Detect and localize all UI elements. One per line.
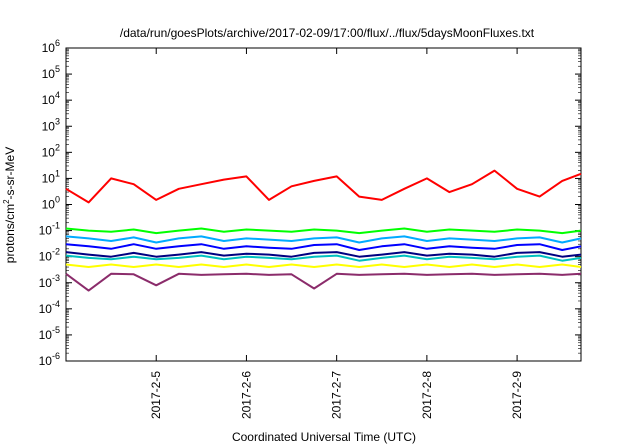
y-tick-base: 10 <box>42 67 56 81</box>
plot-frame <box>65 47 582 362</box>
y-tick-base: 10 <box>42 119 56 133</box>
y-tick-base: 10 <box>42 198 56 212</box>
y-tick-base: 10 <box>39 328 53 342</box>
x-axis-label: Coordinated Universal Time (UTC) <box>232 430 416 444</box>
y-tick-exponent: 5 <box>55 64 60 74</box>
y-tick-exponent: 2 <box>55 142 60 152</box>
y-tick-exponent: -1 <box>52 221 60 231</box>
x-tick-label: 2017-2-7 <box>330 371 344 419</box>
chart-title: /data/run/goesPlots/archive/2017-02-09/1… <box>120 26 535 40</box>
y-tick-label: 10-6 <box>39 351 60 368</box>
y-tick-exponent: 1 <box>55 168 60 178</box>
series-line-7 <box>65 263 582 268</box>
y-axis-label-part2: -s-sr-MeV <box>3 147 17 200</box>
y-tick-label: 100 <box>42 195 60 212</box>
y-tick-exponent: 3 <box>55 116 60 126</box>
series-line-6 <box>65 254 582 262</box>
y-tick-label: 10-5 <box>39 325 60 342</box>
y-tick-base: 10 <box>39 276 53 290</box>
y-tick-label: 101 <box>42 168 60 185</box>
y-tick-base: 10 <box>42 93 56 107</box>
y-tick-base: 10 <box>42 171 56 185</box>
y-tick-exponent: 0 <box>55 195 60 205</box>
series-line-3 <box>65 235 582 244</box>
y-axis-label-sup: 2 <box>2 199 11 204</box>
series-line-5 <box>65 251 582 258</box>
y-tick-label: 10-2 <box>39 247 60 264</box>
y-axis-label: protons/cm2-s-sr-MeV <box>2 147 17 263</box>
series-line-8 <box>65 272 582 292</box>
y-tick-label: 10-4 <box>39 299 60 316</box>
x-tick-label: 2017-2-8 <box>420 371 434 419</box>
y-tick-exponent: -5 <box>52 325 60 335</box>
y-tick-base: 10 <box>42 41 56 55</box>
y-tick-label: 10-1 <box>39 221 60 238</box>
y-tick-base: 10 <box>39 224 53 238</box>
y-tick-exponent: -4 <box>52 299 60 309</box>
series-line-4 <box>65 243 582 251</box>
y-axis-label-part1: protons/cm <box>3 204 17 263</box>
y-tick-base: 10 <box>39 354 53 368</box>
x-tick-labels: 2017-2-5 2017-2-6 2017-2-7 2017-2-8 2017-2-9 <box>149 371 524 419</box>
y-tick-exponent: -3 <box>52 273 60 283</box>
y-tick-label: 106 <box>42 38 60 55</box>
x-tick-label: 2017-2-5 <box>149 371 163 419</box>
y-tick-label: 104 <box>42 90 60 107</box>
y-tick-base: 10 <box>39 302 53 316</box>
series-line-1 <box>65 169 582 204</box>
y-tick-exponent: 6 <box>55 38 60 48</box>
y-tick-base: 10 <box>39 250 53 264</box>
x-tick-label: 2017-2-9 <box>510 371 524 419</box>
y-tick-base: 10 <box>42 145 56 159</box>
plot-area <box>65 47 582 362</box>
y-tick-exponent: -2 <box>52 247 60 257</box>
y-tick-exponent: 4 <box>55 90 60 100</box>
y-tick-label: 102 <box>42 142 60 159</box>
y-tick-labels: 10-610-510-410-310-210-11001011021031041… <box>39 38 60 368</box>
axis-ticks <box>66 47 581 362</box>
y-tick-exponent: -6 <box>52 351 60 361</box>
y-tick-label: 10-3 <box>39 273 60 290</box>
series-lines <box>65 169 582 292</box>
y-tick-label: 103 <box>42 116 60 133</box>
y-tick-label: 105 <box>42 64 60 81</box>
series-line-2 <box>65 227 582 235</box>
x-tick-label: 2017-2-6 <box>239 371 253 419</box>
